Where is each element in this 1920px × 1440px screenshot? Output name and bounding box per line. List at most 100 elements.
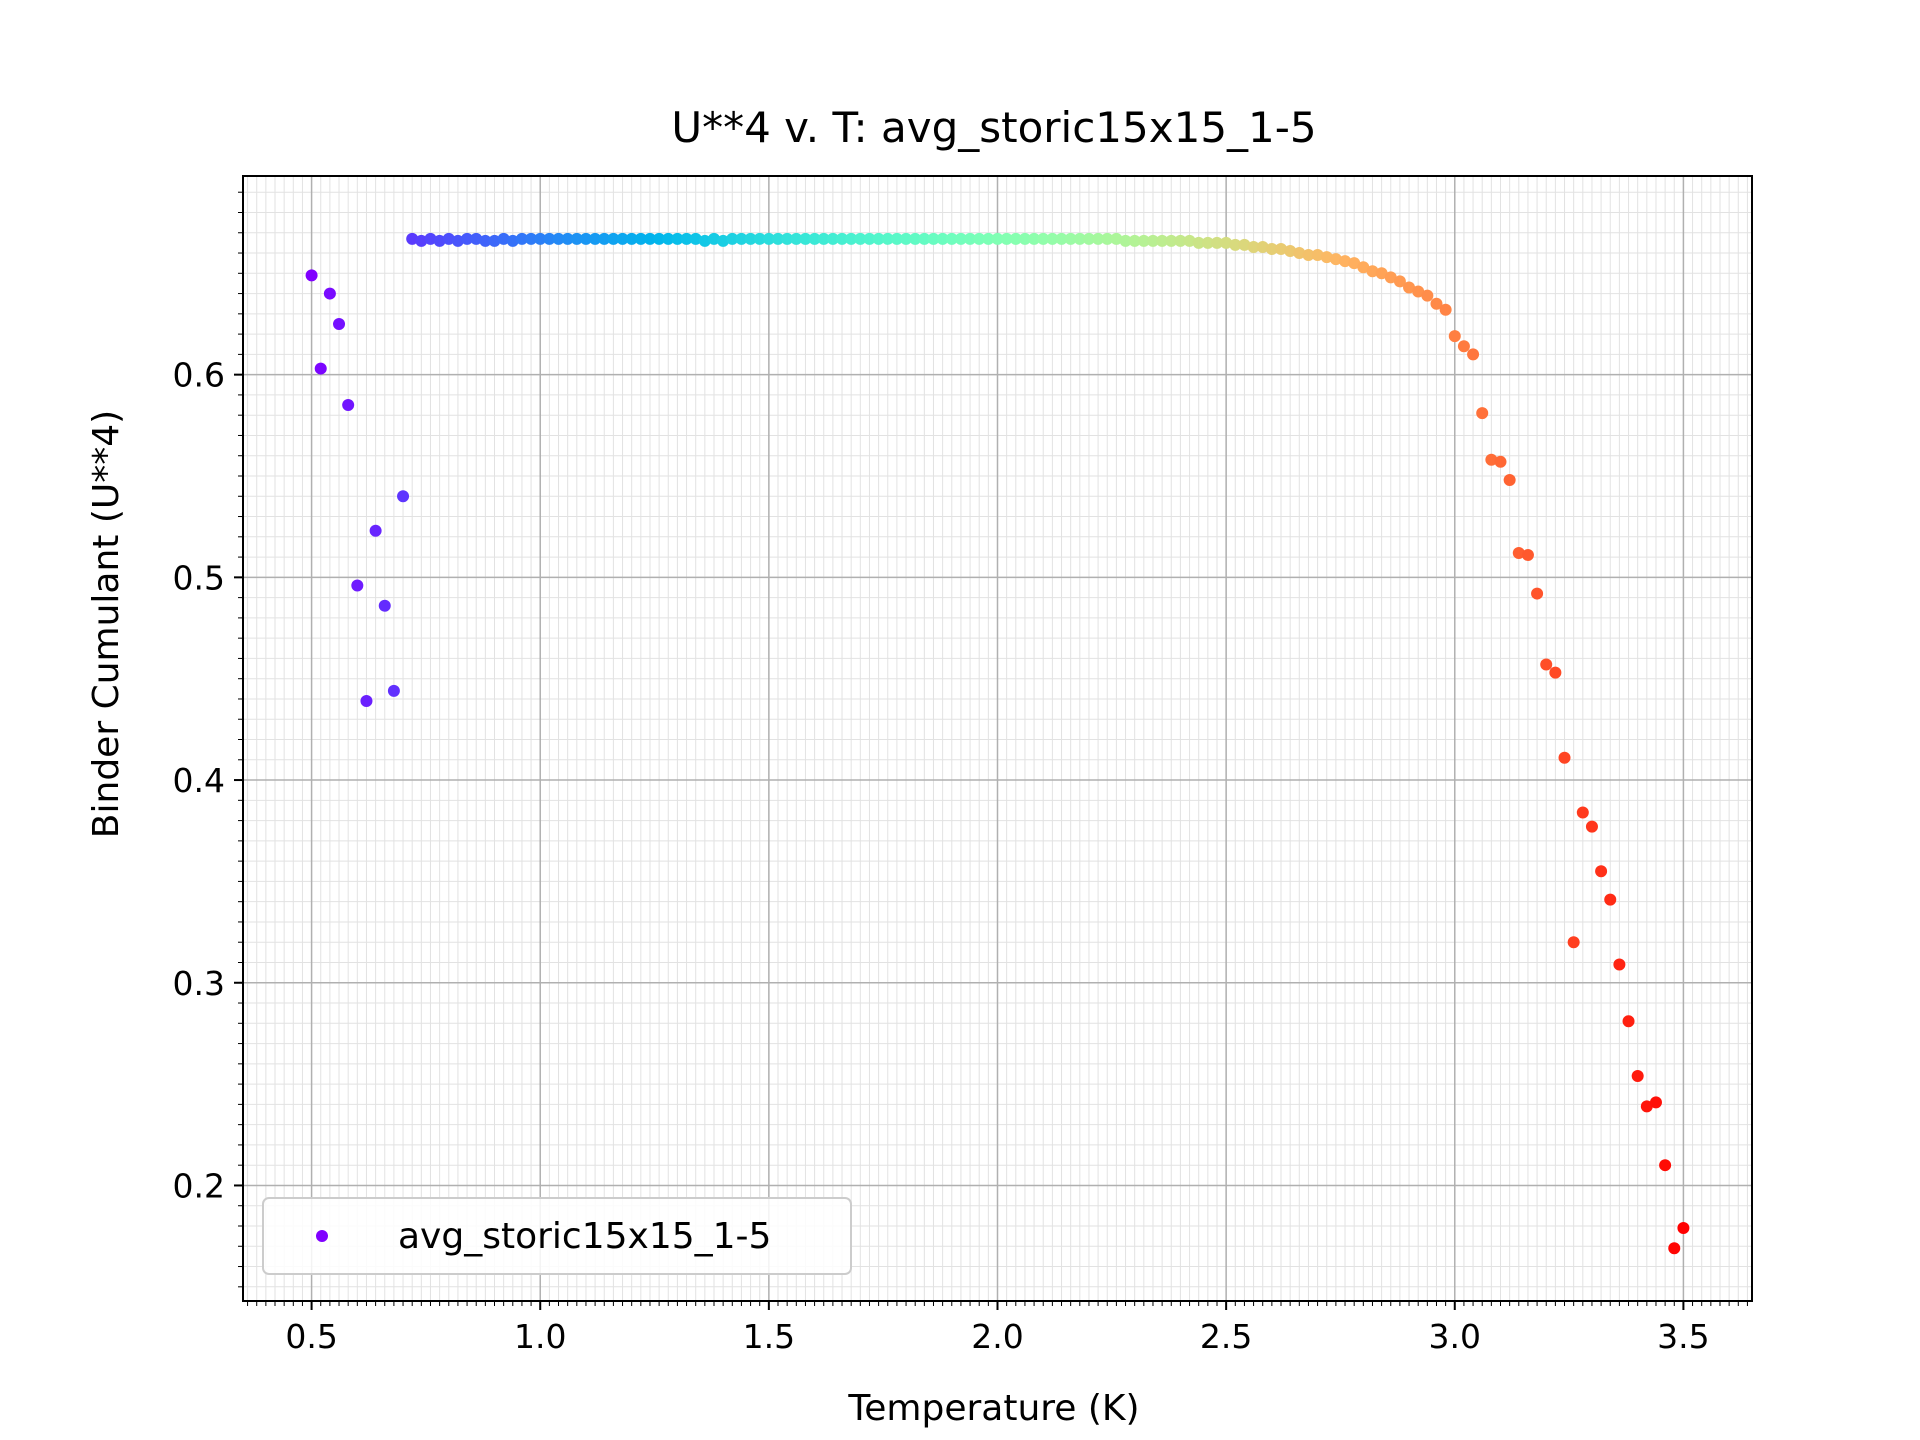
data-point (1009, 232, 1022, 245)
data-point (1677, 1222, 1690, 1235)
data-point (1649, 1096, 1662, 1109)
data-point (1000, 232, 1013, 245)
data-point (1467, 348, 1480, 361)
data-point (698, 234, 711, 247)
data-point (351, 579, 364, 592)
data-point (872, 232, 885, 245)
y-tick-label: 0.2 (173, 1166, 225, 1205)
data-point (570, 232, 583, 245)
data-point (461, 232, 474, 245)
data-point (360, 695, 373, 707)
data-point (991, 232, 1004, 245)
y-tick-label: 0.3 (173, 964, 225, 1003)
data-point (680, 232, 693, 245)
data-point (817, 232, 830, 245)
data-point (707, 232, 720, 245)
data-point (1073, 232, 1086, 245)
data-point (1521, 549, 1534, 562)
data-point (1540, 658, 1553, 671)
data-point (1046, 232, 1059, 245)
data-point (909, 232, 922, 245)
data-point (1595, 865, 1608, 878)
data-point (598, 232, 611, 245)
legend-marker (316, 1230, 328, 1242)
data-point (543, 232, 556, 245)
data-point (726, 232, 739, 245)
data-point (900, 232, 913, 245)
y-axis-ticks: 0.2 0.3 0.4 0.5 0.6 (173, 191, 243, 1288)
data-point (378, 599, 391, 612)
data-point (1448, 330, 1461, 343)
data-point (1183, 234, 1196, 247)
data-point (1247, 240, 1260, 253)
data-point (1549, 666, 1562, 679)
data-point (1192, 236, 1205, 249)
data-point (1375, 267, 1388, 280)
data-point (918, 232, 931, 245)
data-point (927, 232, 940, 245)
data-point (1668, 1242, 1681, 1255)
data-point (1165, 234, 1178, 247)
data-point (671, 232, 684, 245)
data-point (845, 232, 858, 245)
x-tick-label: 1.0 (514, 1317, 566, 1356)
data-point (515, 232, 528, 245)
data-point (1119, 234, 1132, 247)
data-point (890, 232, 903, 245)
data-point (1339, 255, 1352, 268)
data-point (1256, 240, 1269, 253)
data-point (424, 232, 437, 245)
data-point (616, 232, 629, 245)
data-point (854, 232, 867, 245)
data-point (479, 234, 492, 247)
data-point (1430, 297, 1443, 310)
data-point (1302, 249, 1315, 262)
data-point (488, 234, 501, 247)
data-point (1146, 234, 1159, 247)
data-point (1622, 1015, 1635, 1028)
x-tick-label: 0.5 (285, 1317, 337, 1356)
data-point (1604, 893, 1617, 906)
data-point (1064, 232, 1077, 245)
legend-box (262, 1197, 852, 1275)
data-points (305, 232, 1690, 1255)
y-tick-label: 0.5 (173, 558, 225, 597)
data-point (470, 232, 483, 245)
data-point (607, 232, 620, 245)
data-point (369, 524, 382, 537)
data-point (753, 232, 766, 245)
data-point (1348, 257, 1361, 270)
data-point (735, 232, 748, 245)
data-point (662, 232, 675, 245)
data-point (1613, 958, 1626, 971)
x-axis-label: Temperature (K) (847, 1388, 1139, 1429)
data-point (781, 232, 794, 245)
data-point (1558, 751, 1571, 764)
x-tick-label: 3.0 (1429, 1317, 1481, 1356)
data-point (744, 232, 757, 245)
data-point (1631, 1070, 1644, 1082)
data-point (1082, 232, 1095, 245)
data-point (1384, 271, 1397, 284)
data-point (1494, 455, 1507, 468)
data-point (945, 232, 958, 245)
data-point (534, 232, 547, 245)
data-point (625, 232, 638, 245)
data-point (342, 399, 355, 412)
data-point (1110, 232, 1123, 245)
data-point (1485, 453, 1498, 466)
y-tick-label: 0.6 (173, 356, 225, 395)
data-point (1137, 234, 1150, 247)
data-point (589, 232, 602, 245)
data-point (1311, 249, 1324, 262)
data-point (387, 684, 400, 697)
data-point (1329, 253, 1342, 266)
data-point (1275, 242, 1288, 255)
data-point (1457, 340, 1470, 353)
data-point (525, 232, 538, 245)
x-tick-label: 3.5 (1657, 1317, 1709, 1356)
data-point (1659, 1159, 1672, 1172)
data-point (1265, 242, 1278, 255)
data-point (451, 234, 464, 247)
